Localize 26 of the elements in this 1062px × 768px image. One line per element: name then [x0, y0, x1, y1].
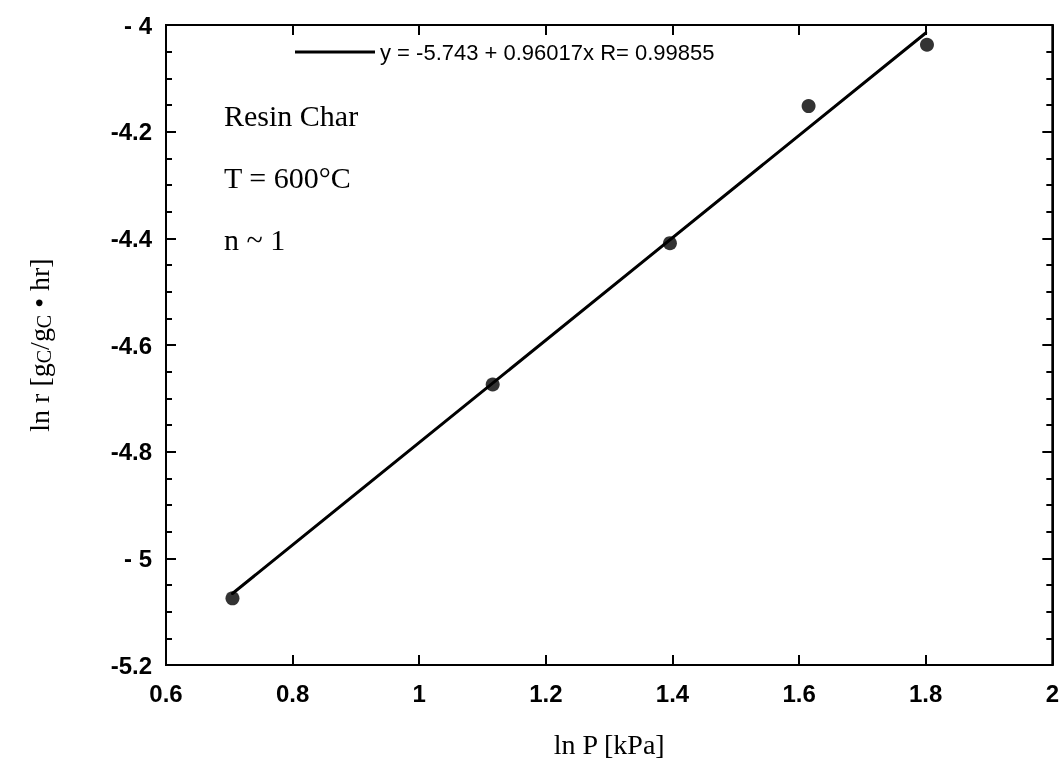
- annotation: Resin Char: [224, 98, 359, 132]
- y-tick-label: -4.2: [110, 118, 152, 146]
- annotation: n ~ 1: [224, 222, 286, 256]
- y-tick-label: -4.8: [110, 438, 152, 466]
- point: [662, 236, 677, 251]
- y-tick-label: -4.6: [110, 331, 152, 359]
- point: [919, 37, 934, 52]
- x-tick-label: 1.2: [529, 679, 563, 707]
- y-tick-label: - 5: [123, 544, 152, 572]
- x-tick-label: 1.6: [782, 679, 816, 707]
- x-tick-label: 0.6: [149, 679, 183, 707]
- x-tick-label: 0.8: [275, 679, 310, 707]
- annotation: T = 600°C: [224, 160, 351, 194]
- x-tick-label: 1: [412, 679, 426, 707]
- y-tick-label: -5.2: [110, 651, 152, 679]
- y-tick-label: -4.4: [110, 224, 153, 252]
- x-tick-label: 2: [1045, 679, 1060, 707]
- legend-label: y = -5.743 + 0.96017x R= 0.99855: [380, 39, 715, 65]
- x-tick-label: 1.4: [655, 679, 690, 707]
- y-axis-title: ln r [gC/gC • hr]: [23, 258, 55, 432]
- y-tick-label: - 4: [123, 11, 153, 39]
- point: [801, 99, 816, 114]
- x-axis-title: ln P [kPa]: [553, 728, 665, 760]
- x-tick-label: 1.8: [909, 679, 943, 707]
- point: [225, 591, 240, 606]
- point: [485, 377, 500, 392]
